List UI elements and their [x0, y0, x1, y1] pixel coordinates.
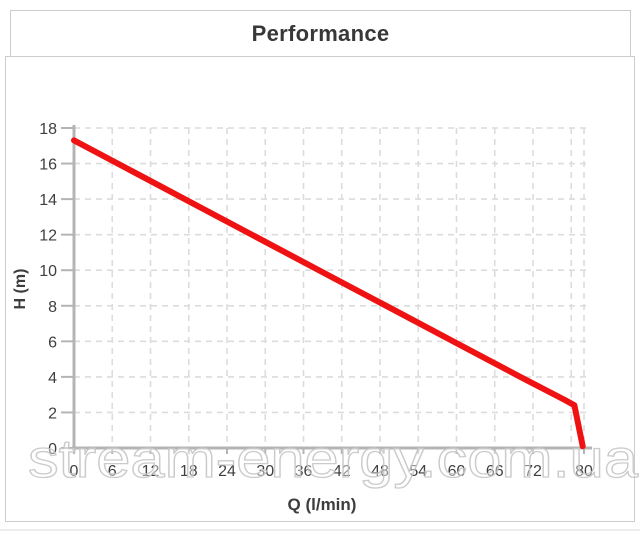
x-tick-label: 42 [333, 463, 351, 480]
x-tick-label: 30 [256, 463, 274, 480]
x-tick-label: 24 [218, 463, 236, 480]
x-tick-label: 48 [371, 463, 389, 480]
y-axis-title: H (m) [12, 268, 29, 310]
x-tick-label: 60 [448, 463, 466, 480]
y-tick-label: 6 [48, 334, 57, 351]
x-tick-label: 72 [524, 463, 542, 480]
x-tick-label: 18 [180, 463, 198, 480]
y-tick-label: 10 [39, 263, 57, 280]
y-tick-label: 2 [48, 405, 57, 422]
x-tick-label: 80 [575, 463, 593, 480]
x-axis-title: Q (l/min) [287, 495, 357, 514]
x-tick-label: 6 [108, 463, 117, 480]
y-tick-label: 8 [48, 299, 57, 316]
x-tick-label: 0 [70, 463, 79, 480]
y-tick-label: 0 [48, 441, 57, 458]
y-tick-label: 4 [48, 370, 57, 387]
y-tick-label: 14 [39, 192, 57, 209]
watermark-text: stream-energy.com.ua [28, 429, 639, 489]
y-tick-label: 16 [39, 157, 57, 174]
x-tick-label: 12 [142, 463, 160, 480]
page-title: Performance [251, 20, 390, 46]
x-tick-label: 36 [295, 463, 313, 480]
x-tick-label: 54 [409, 463, 427, 480]
y-tick-label: 12 [39, 228, 57, 245]
y-tick-label: 18 [39, 121, 57, 138]
chart-container [5, 56, 635, 522]
chart-title-box: Performance [10, 10, 631, 57]
x-tick-label: 66 [486, 463, 504, 480]
bottom-divider [0, 529, 640, 531]
performance-curve [71, 137, 586, 450]
